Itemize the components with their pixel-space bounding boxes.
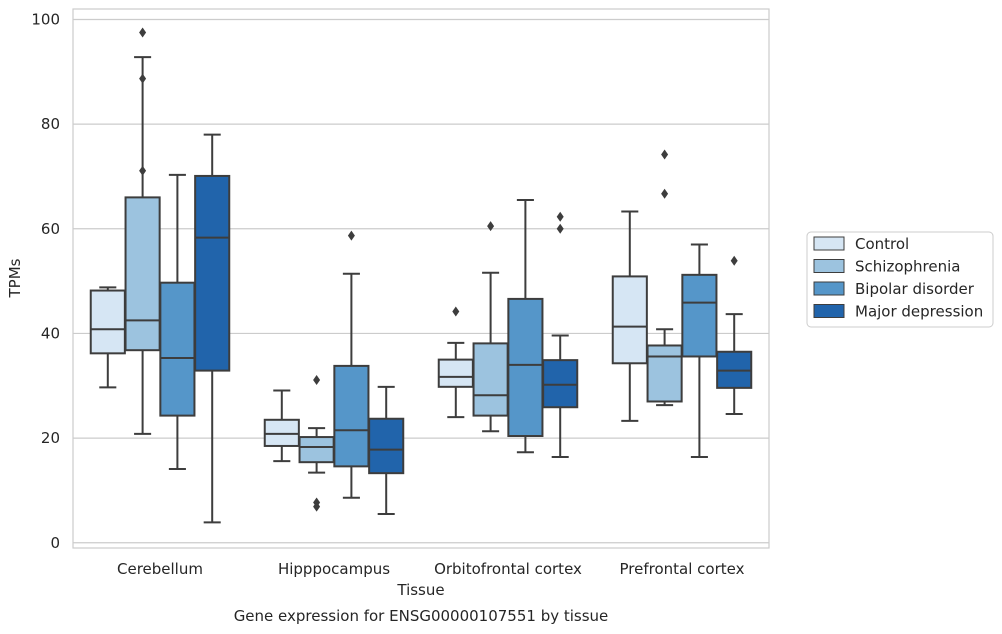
y-tick-label: 100 — [31, 10, 60, 28]
box-3-3 — [716, 255, 753, 416]
box-1-0 — [124, 27, 161, 435]
box-3-2 — [542, 211, 579, 458]
box-2-2 — [507, 199, 544, 454]
box-body — [472, 342, 509, 417]
x-tick-label: Hipppocampus — [278, 560, 390, 578]
axes: 0 20 40 60 80 100 Cerebellum Hipppocampus Orbito… — [31, 10, 744, 578]
box-body — [194, 174, 231, 372]
box-body — [646, 344, 683, 403]
legend-swatch — [813, 304, 845, 318]
box-body — [611, 275, 648, 365]
legend: Control Schizophrenia Bipolar disorder Majo… — [806, 231, 994, 328]
legend-swatch — [813, 281, 845, 296]
outlier-point — [313, 501, 321, 512]
y-tick-label: 80 — [41, 115, 60, 133]
box-body — [298, 436, 335, 464]
x-tick-label: Orbitofrontal cortex — [434, 560, 582, 578]
y-tick-label: 60 — [41, 220, 60, 238]
box-1-2 — [472, 221, 509, 433]
plot-frame — [72, 8, 770, 549]
box-0-1 — [263, 389, 300, 463]
outlier-point — [313, 375, 321, 386]
box-body — [681, 273, 718, 358]
box-0-3 — [611, 210, 648, 422]
box-body — [159, 281, 196, 417]
legend-swatch — [813, 236, 845, 251]
x-axis-label: Tissue — [396, 581, 444, 599]
box-3-1 — [368, 385, 405, 515]
y-tick-label: 0 — [50, 534, 60, 552]
box-body — [507, 297, 544, 438]
outlier-point — [139, 73, 147, 84]
chart-title: Gene expression for ENSG00000107551 by t… — [234, 607, 609, 625]
legend-label: Schizophrenia — [855, 258, 960, 276]
y-axis-label: TPMs — [6, 258, 24, 298]
legend-label: Control — [855, 235, 909, 253]
legend-label: Major depression — [855, 303, 983, 321]
outlier-point — [730, 255, 738, 266]
y-tick-label: 40 — [41, 324, 60, 342]
outlier-point — [556, 211, 564, 222]
box-0-2 — [437, 306, 474, 419]
box-body — [368, 417, 405, 475]
box-plot-series — [89, 27, 753, 524]
outlier-point — [452, 306, 460, 317]
outlier-point — [661, 149, 669, 160]
outlier-point — [487, 221, 495, 232]
box-body — [437, 358, 474, 388]
x-tick-label: Prefrontal cortex — [620, 560, 745, 578]
box-0-0 — [89, 286, 126, 389]
box-3-0 — [194, 133, 231, 524]
legend-swatch — [813, 259, 845, 273]
outlier-point — [139, 27, 147, 38]
box-body — [263, 418, 300, 447]
box-1-1 — [298, 375, 335, 512]
box-1-3 — [646, 149, 683, 407]
box-2-0 — [159, 173, 196, 470]
y-tick-label: 20 — [41, 429, 60, 447]
x-tick-label: Cerebellum — [117, 560, 203, 578]
legend-label: Bipolar disorder — [855, 280, 975, 298]
legend-frame — [806, 231, 994, 328]
box-2-1 — [333, 230, 370, 499]
box-2-3 — [681, 243, 718, 458]
box-body — [333, 364, 370, 468]
box-body — [542, 359, 579, 409]
outlier-point — [556, 223, 564, 234]
outlier-point — [661, 188, 669, 199]
box-body — [89, 289, 126, 355]
box-body — [124, 196, 161, 352]
outlier-point — [139, 165, 147, 176]
outlier-point — [347, 230, 355, 241]
